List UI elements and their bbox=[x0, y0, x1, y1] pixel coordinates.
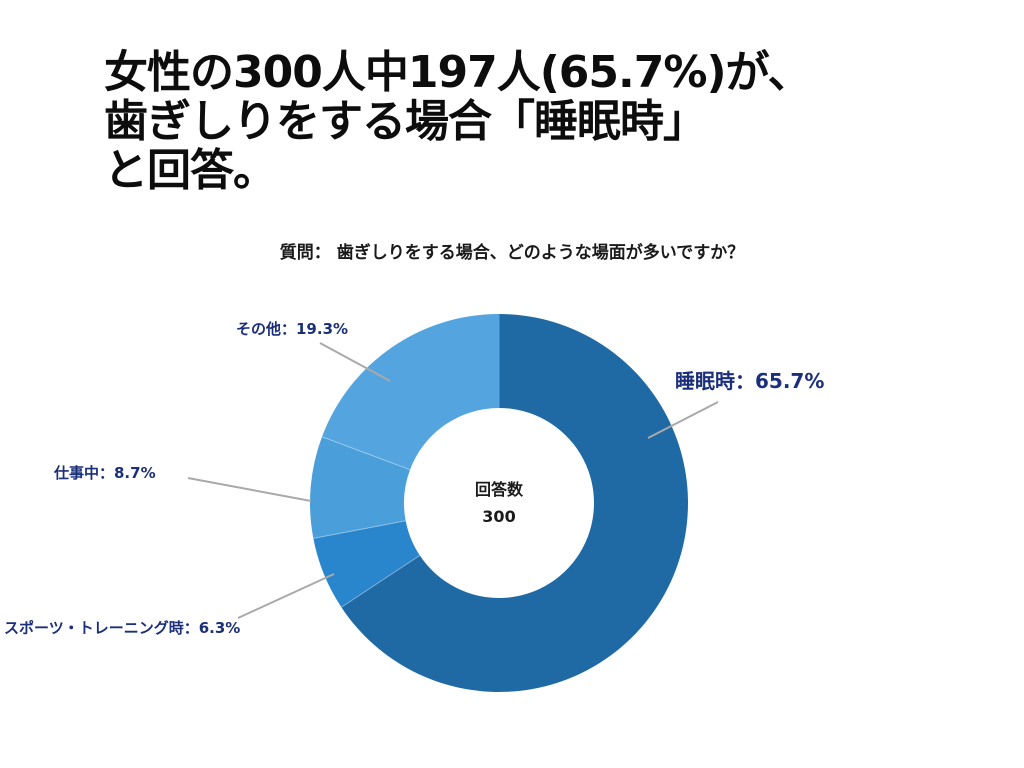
center-value: 300 bbox=[482, 507, 515, 526]
leader-line-2 bbox=[237, 573, 335, 619]
donut-slice-4 bbox=[321, 314, 499, 470]
donut-slice-2 bbox=[313, 520, 420, 608]
headline-line-2: 歯ぎしりをする場合「睡眠時」 bbox=[104, 96, 707, 147]
headline-line-3: と回答。 bbox=[104, 145, 277, 196]
leader-line-1 bbox=[647, 401, 719, 439]
leader-line-4 bbox=[319, 342, 391, 382]
slice-separator bbox=[321, 436, 411, 471]
donut-slice-1 bbox=[341, 314, 688, 692]
leader-line-3 bbox=[187, 477, 312, 502]
slice-label-4: その他：19.3% bbox=[236, 320, 348, 338]
slice-separator bbox=[341, 554, 421, 608]
slice-label-2: スポーツ・トレーニング時：6.3% bbox=[4, 619, 240, 637]
slice-separator bbox=[313, 520, 406, 539]
center-label: 回答数 bbox=[475, 480, 524, 499]
slice-label-3: 仕事中：8.7% bbox=[53, 464, 156, 482]
donut-slice-3 bbox=[309, 436, 411, 539]
headline-line-1: 女性の300人中197人(65.7%)が、 bbox=[104, 47, 812, 98]
slice-label-1: 睡眠時：65.7% bbox=[675, 369, 824, 393]
headline: 女性の300人中197人(65.7%)が、 歯ぎしりをする場合「睡眠時」 と回答… bbox=[104, 48, 984, 195]
question-text: 質問： 歯ぎしりをする場合、どのような場面が多いですか？ bbox=[279, 243, 745, 263]
